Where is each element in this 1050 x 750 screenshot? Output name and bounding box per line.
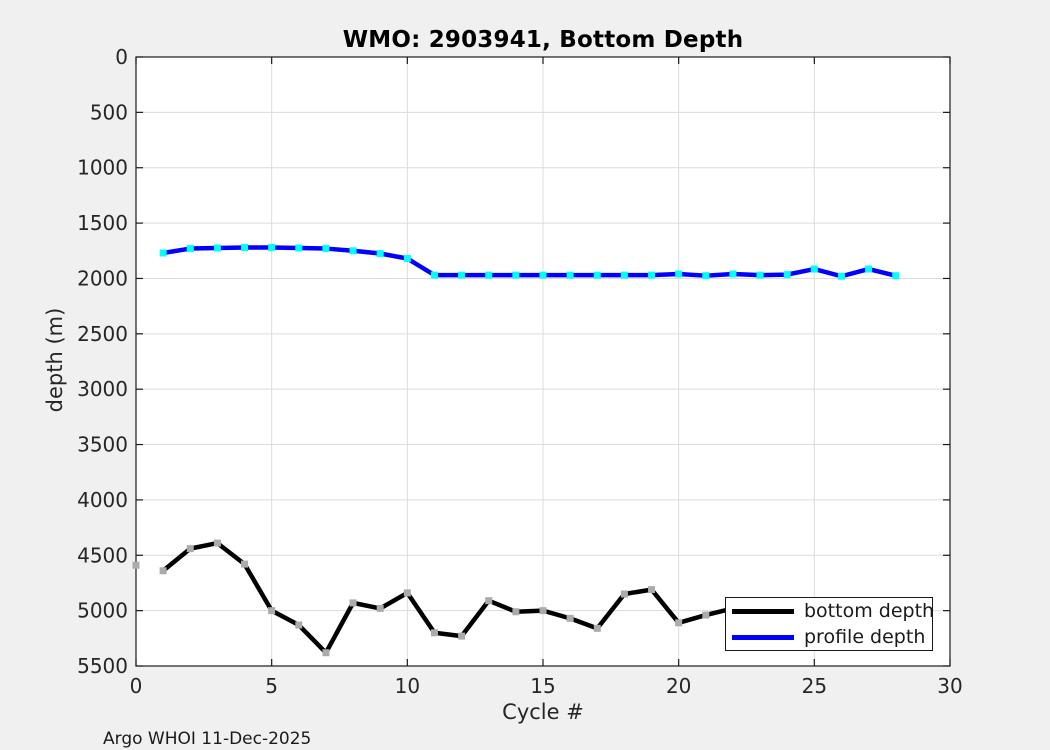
- y-tick-label: 5500: [77, 654, 128, 678]
- bottom-depth-marker: [620, 590, 628, 598]
- bottom-depth-marker: [268, 607, 276, 615]
- y-tick-label: 500: [90, 100, 128, 124]
- profile-depth-marker: [349, 247, 357, 255]
- x-tick-label: 10: [395, 674, 420, 698]
- profile-depth-marker: [892, 272, 900, 280]
- profile-depth-marker: [159, 249, 167, 257]
- x-tick-label: 5: [265, 674, 278, 698]
- x-tick-label: 25: [802, 674, 827, 698]
- y-tick-label: 1500: [77, 211, 128, 235]
- x-tick-label: 15: [530, 674, 555, 698]
- profile-depth-marker: [648, 271, 656, 279]
- x-tick-label: 20: [666, 674, 691, 698]
- profile-depth-marker: [512, 271, 520, 279]
- legend-entry-profile-depth: profile depth: [726, 624, 932, 650]
- profile-depth-marker: [620, 271, 628, 279]
- y-axis-label: depth (m): [43, 307, 67, 413]
- profile-depth-line: [160, 245, 898, 279]
- watermark-text: Argo WHOI 11-Dec-2025: [103, 729, 312, 749]
- profile-depth-marker: [675, 270, 683, 278]
- x-tick-label: 30: [937, 674, 962, 698]
- bottom-depth-marker: [539, 607, 547, 615]
- profile-depth-marker: [566, 271, 574, 279]
- profile-depth-marker: [376, 250, 384, 258]
- legend-label: profile depth: [804, 626, 926, 648]
- y-tick-label: 5000: [77, 599, 128, 623]
- profile-depth-marker: [295, 244, 303, 252]
- profile-depth-marker: [322, 245, 330, 253]
- chart-title: WMO: 2903941, Bottom Depth: [342, 27, 744, 53]
- x-axis-label: Cycle #: [502, 700, 584, 724]
- bottom-depth-marker: [702, 611, 710, 619]
- bottom-depth-line: [160, 540, 736, 655]
- profile-depth-marker: [403, 255, 411, 263]
- y-tick-label: 3000: [77, 377, 128, 401]
- profile-depth-marker: [810, 265, 818, 273]
- legend-label: bottom depth: [804, 600, 935, 622]
- bottom-depth-marker: [186, 545, 194, 553]
- bottom-depth-marker: [512, 608, 520, 616]
- profile-depth-marker: [268, 243, 276, 251]
- profile-depth-marker: [539, 271, 547, 279]
- profile-depth-marker: [485, 271, 493, 279]
- y-tick-label: 2500: [77, 322, 128, 346]
- bottom-depth-marker: [213, 539, 221, 547]
- bottom-depth-marker: [458, 632, 466, 640]
- bottom-depth-marker: [159, 567, 167, 575]
- y-tick-label: 0: [115, 45, 128, 69]
- bottom-depth-marker: [241, 560, 249, 568]
- profile-depth-marker: [756, 271, 764, 279]
- bottom-depth-marker: [349, 599, 357, 607]
- bottom-depth-marker: [648, 586, 656, 594]
- bottom-depth-marker: [485, 597, 493, 605]
- profile-depth-marker: [702, 272, 710, 280]
- legend-swatch-profile-depth: [732, 634, 794, 640]
- legend-entry-bottom-depth: bottom depth: [726, 598, 935, 624]
- profile-depth-marker: [837, 272, 845, 280]
- y-tick-label: 1000: [77, 156, 128, 180]
- profile-depth-marker: [783, 271, 791, 279]
- bottom-depth-marker: [295, 621, 303, 629]
- legend-swatch-bottom-depth: [732, 608, 794, 614]
- x-tick-label: 0: [130, 674, 143, 698]
- profile-depth-marker: [430, 271, 438, 279]
- profile-depth-marker: [213, 244, 221, 252]
- bottom-depth-marker: [132, 561, 140, 569]
- profile-depth-marker: [729, 270, 737, 278]
- bottom-depth-marker: [376, 604, 384, 612]
- bottom-depth-marker: [403, 589, 411, 597]
- y-tick-label: 4500: [77, 543, 128, 567]
- profile-depth-marker: [186, 245, 194, 253]
- bottom-depth-marker: [430, 629, 438, 637]
- bottom-depth-marker: [322, 649, 330, 657]
- bottom-depth-marker: [593, 624, 601, 632]
- profile-depth-marker: [865, 265, 873, 273]
- y-tick-label: 2000: [77, 266, 128, 290]
- profile-depth-marker: [458, 271, 466, 279]
- bottom-depth-marker: [566, 614, 574, 622]
- profile-depth-marker: [593, 271, 601, 279]
- bottom-depth-marker: [675, 619, 683, 627]
- profile-depth-marker: [241, 243, 249, 251]
- legend[interactable]: bottom depth profile depth: [725, 597, 935, 651]
- y-tick-label: 3500: [77, 433, 128, 457]
- y-tick-label: 4000: [77, 488, 128, 512]
